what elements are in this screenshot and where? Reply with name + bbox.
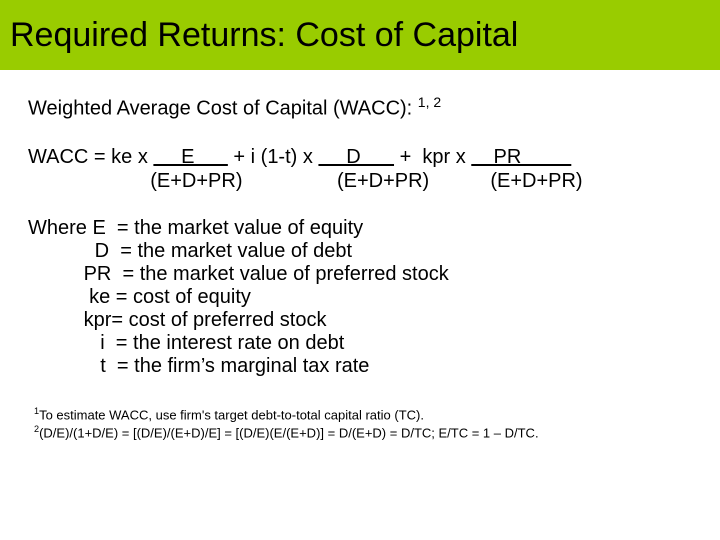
footnote-1: 1To estimate WACC, use firm's target deb…: [34, 406, 692, 424]
formula-denominators: (E+D+PR) (E+D+PR) (E+D+PR): [28, 170, 583, 192]
formula-pr-term: PR: [471, 146, 571, 168]
formula-mid2: + kpr x: [394, 146, 471, 168]
where-d: D = the market value of debt: [28, 240, 352, 262]
footnote-2-text: (D/E)/(1+D/E) = [(D/E)/(E+D)/E] = [(D/E)…: [39, 425, 539, 440]
slide-title: Required Returns: Cost of Capital: [10, 16, 518, 55]
title-bar: Required Returns: Cost of Capital: [0, 0, 720, 70]
where-ke: ke = cost of equity: [28, 286, 251, 308]
footnote-2: 2(D/E)/(1+D/E) = [(D/E)/(E+D)/E] = [(D/E…: [34, 424, 692, 442]
where-i: i = the interest rate on debt: [28, 332, 344, 354]
subtitle: Weighted Average Cost of Capital (WACC):…: [28, 94, 692, 121]
formula-prefix: WACC = ke x: [28, 146, 153, 168]
footnotes: 1To estimate WACC, use firm's target deb…: [28, 406, 692, 442]
subtitle-text: Weighted Average Cost of Capital (WACC):: [28, 98, 418, 120]
formula-mid1: + i (1-t) x: [228, 146, 319, 168]
where-e: Where E = the market value of equity: [28, 217, 363, 239]
formula-e-term: E: [153, 146, 227, 168]
footnote-1-text: To estimate WACC, use firm's target debt…: [39, 407, 424, 422]
subtitle-superscript: 1, 2: [418, 94, 441, 110]
where-kpr: kpr= cost of preferred stock: [28, 309, 326, 331]
where-t: t = the firm’s marginal tax rate: [28, 355, 369, 377]
slide-content: Weighted Average Cost of Capital (WACC):…: [0, 70, 720, 442]
where-pr: PR = the market value of preferred stock: [28, 263, 449, 285]
formula-d-term: D: [318, 146, 394, 168]
wacc-formula: WACC = ke x E + i (1-t) x D + kpr x PR (…: [28, 145, 692, 193]
where-definitions: Where E = the market value of equity D =…: [28, 217, 692, 378]
